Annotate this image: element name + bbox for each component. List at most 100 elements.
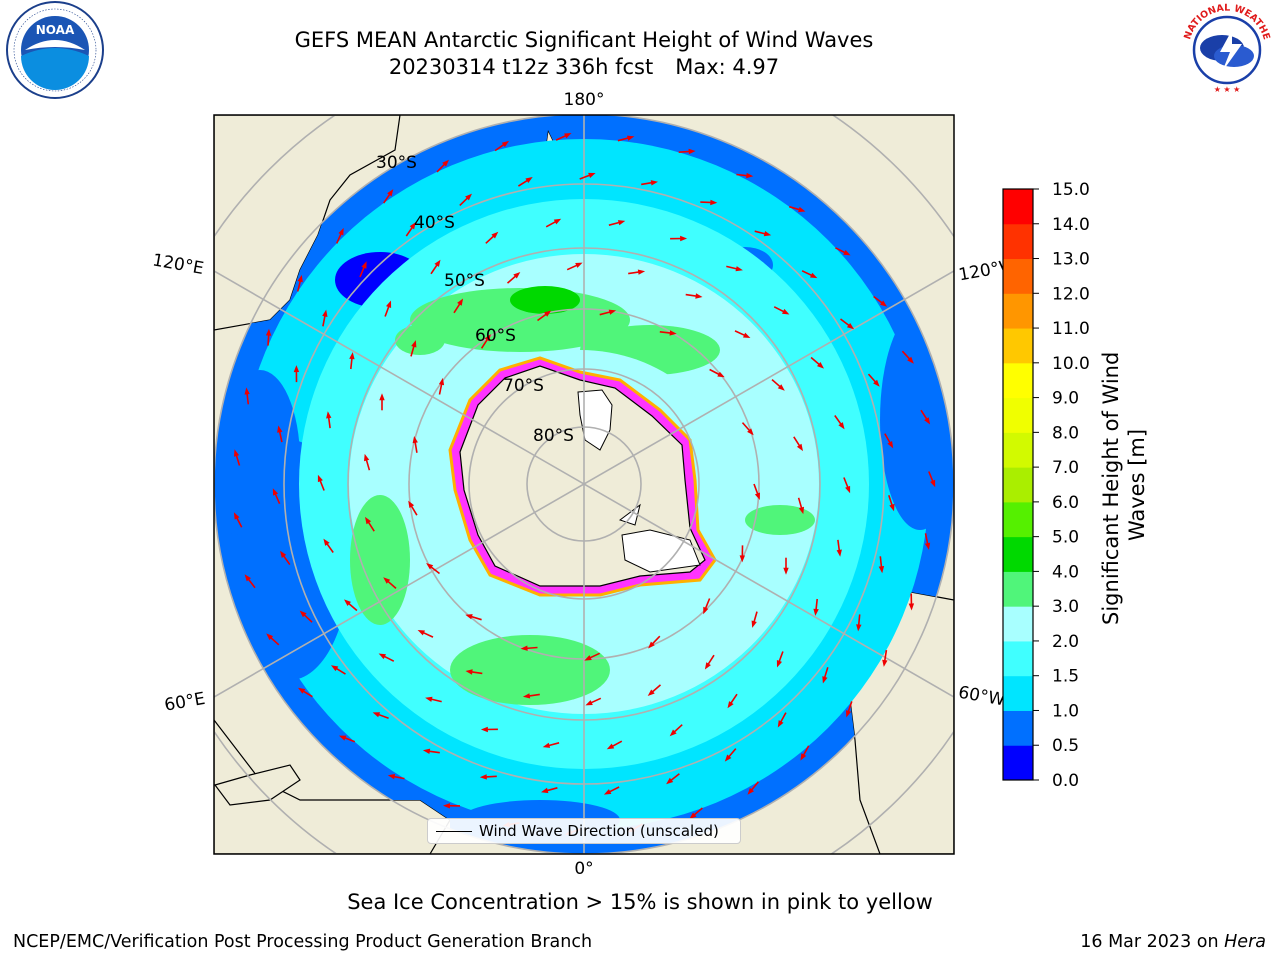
machine-name: Hera <box>1224 932 1266 952</box>
wave-direction-arrowhead <box>326 411 332 419</box>
wave-direction-arrowhead <box>822 676 828 684</box>
wave-direction-arrowhead <box>727 701 734 709</box>
lat-label-70s: 70°S <box>503 376 544 396</box>
wave-direction-arrowhead <box>889 503 895 512</box>
wave-direction-arrowhead <box>564 133 572 139</box>
wave-direction-arrowhead <box>680 235 688 242</box>
wave-direction-arrowhead <box>856 624 862 632</box>
lat-label-50s: 50°S <box>444 271 485 291</box>
wave-direction-arrowhead <box>584 655 592 661</box>
wave-direction-arrowhead <box>588 172 596 178</box>
ronne-ice-shelf <box>621 529 701 573</box>
wave-direction-arrowhead <box>603 789 612 795</box>
colorbar-segment <box>1003 397 1033 433</box>
lon-label-120e: 120°E <box>151 250 205 279</box>
wave-direction-arrowhead <box>717 371 725 378</box>
wave-direction-arrowhead <box>411 340 417 348</box>
wave-direction-arrowhead <box>501 140 510 148</box>
wave-direction-arrowhead <box>434 259 441 267</box>
wave-direction-arrowhead <box>747 787 754 795</box>
wave-direction-arrowhead <box>800 753 807 761</box>
colorbar-segment <box>1003 640 1033 677</box>
colorbar-tick-label: 2.0 <box>1052 632 1079 652</box>
wave-direction-arrowhead <box>746 172 754 179</box>
wave-direction-arrowhead <box>798 206 806 213</box>
noaa-logo: NOAA <box>6 1 104 99</box>
wave-direction-arrowhead <box>689 812 697 819</box>
wave-direction-arrowhead <box>491 231 499 239</box>
wave-direction-arrowhead <box>710 199 718 206</box>
wave-direction-arrowhead <box>299 610 307 618</box>
wave-direction-arrowhead <box>777 720 784 728</box>
wave-direction-arrowhead <box>438 377 445 386</box>
wave-direction-arrowhead <box>331 665 339 672</box>
colorbar-segment <box>1003 328 1033 364</box>
lon-label-180: 180° <box>564 90 605 110</box>
lon-label-0: 0° <box>574 859 593 879</box>
wave-direction-arrowhead <box>412 436 418 444</box>
wave-direction-arrowhead <box>777 384 785 391</box>
legend-line-icon <box>436 831 472 832</box>
wave-direction-arrowhead <box>838 422 845 430</box>
map-legend: Wind Wave Direction (unscaled) <box>427 818 741 844</box>
wave-direction-arrowhead <box>585 700 593 706</box>
colorbar-segment <box>1003 501 1033 538</box>
wave-direction-arrowhead <box>349 352 355 360</box>
max-value: Max: 4.97 <box>675 55 780 79</box>
wave-direction-arrowhead <box>542 742 551 748</box>
wave-direction-arrowhead <box>520 645 528 651</box>
wave-direction-arrowhead <box>457 298 464 306</box>
colorbar-segment <box>1003 432 1033 468</box>
colorbar-frame <box>1002 188 1034 781</box>
wave-direction-arrowhead <box>544 310 552 317</box>
wave-direction-arrowhead <box>880 300 888 307</box>
colorbar-tick-label: 4.0 <box>1052 562 1079 582</box>
run-info: 20230314 t12z 336h fcst <box>388 55 654 79</box>
wave-direction-arrowhead <box>378 653 386 660</box>
wave-direction-arrowhead <box>425 696 433 702</box>
wave-direction-arrowhead <box>608 309 617 315</box>
legend-label: Wind Wave Direction (unscaled) <box>479 822 719 840</box>
wave-direction-arrowhead <box>417 630 425 636</box>
wave-direction-arrowhead <box>293 365 300 373</box>
wave-direction-arrowhead <box>763 231 772 237</box>
colorbar-tick-label: 6.0 <box>1052 493 1079 513</box>
colorbar-tick-label: 3.0 <box>1052 597 1079 617</box>
sea-ice-note: Sea Ice Concentration > 15% is shown in … <box>347 890 933 914</box>
run-date: 16 Mar 2023 on Hera <box>1080 932 1266 952</box>
colorbar: 0.0 0.5 1.0 1.5 2.0 3.0 4.0 5.0 6.0 7.0 8.0 9.0 10.0… <box>1003 180 1090 791</box>
colorbar-tick-label: 7.0 <box>1052 458 1079 478</box>
noaa-logo-text: NOAA <box>36 23 75 37</box>
wave-direction-arrowhead <box>813 608 819 616</box>
wave-direction-arrowhead <box>323 538 330 546</box>
wave-direction-arrowhead <box>525 177 533 183</box>
wave-direction-arrowhead <box>387 774 396 780</box>
wave-direction-arrowhead <box>265 328 272 336</box>
wave-direction-arrowhead <box>344 599 351 606</box>
wave-direction-arrowhead <box>244 574 251 582</box>
wave-direction-arrowhead <box>541 787 549 794</box>
wave-direction-arrowhead <box>724 754 732 762</box>
wave-direction-arrowhead <box>887 441 894 449</box>
wave-direction-arrowhead <box>617 220 626 226</box>
wave-direction-arrowhead <box>484 334 491 342</box>
colorbar-segment <box>1003 223 1033 260</box>
madagascar-land <box>214 764 301 806</box>
wave-direction-arrowhead <box>882 659 888 667</box>
wave-direction-arrowhead <box>669 330 677 336</box>
wave-direction-arrowhead <box>480 726 488 733</box>
colorbar-title: Significant Height of Wind Waves [m] <box>1099 345 1149 625</box>
wave-direction-arrowhead <box>688 148 696 155</box>
colorbar-title-line1: Significant Height of Wind <box>1099 352 1123 625</box>
wave-direction-arrowhead <box>338 227 344 236</box>
wave-direction-arrowhead <box>322 309 328 317</box>
wave-direction-arrowhead <box>878 566 885 574</box>
wave-direction-arrowhead <box>846 710 852 718</box>
wave-direction-arrowhead <box>782 308 790 315</box>
wave-direction-arrowhead <box>317 474 323 483</box>
lat-label-30s: 30°S <box>376 153 417 173</box>
map-frame <box>213 114 955 855</box>
colorbar-segment <box>1003 293 1033 329</box>
wave-direction-arrowhead <box>924 417 931 425</box>
colorbar-tick-label: 9.0 <box>1052 389 1079 409</box>
